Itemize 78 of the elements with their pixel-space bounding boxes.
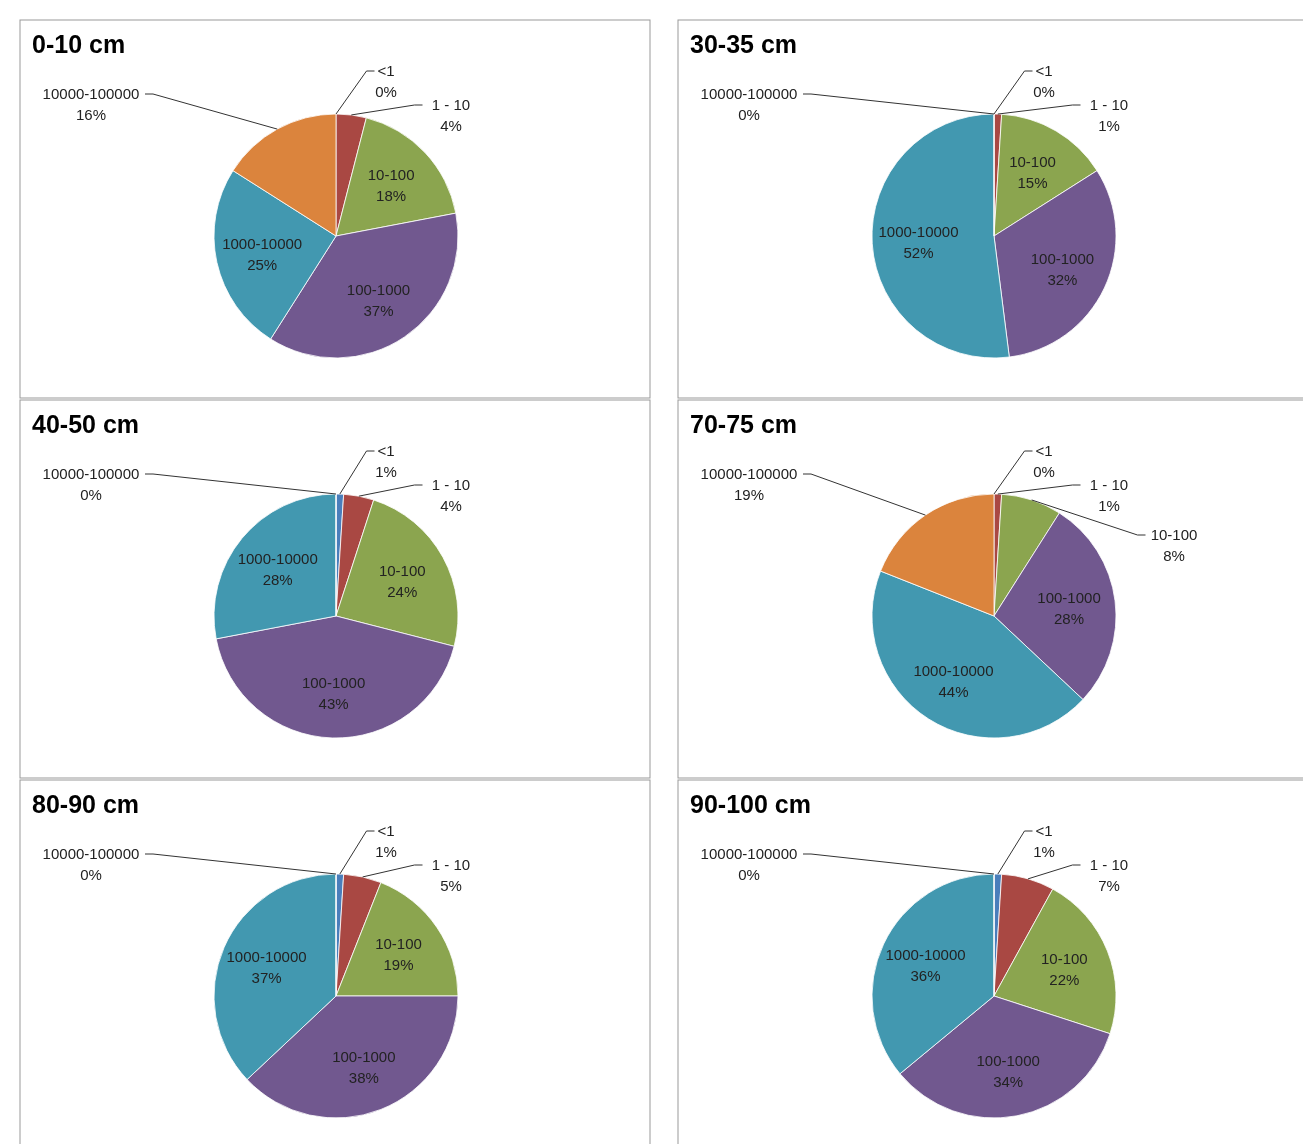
category-label: 10000-100000 (42, 845, 140, 862)
chart-title: 70-75 cm (690, 410, 798, 438)
data-label: 7% (1098, 877, 1120, 894)
chart-title: 40-50 cm (32, 410, 140, 438)
data-label: 1% (1098, 117, 1120, 134)
data-label: 19% (733, 486, 765, 503)
data-label: 43% (318, 694, 349, 712)
category-label: <1 (1035, 62, 1053, 79)
data-label: 19% (383, 956, 414, 974)
chart-title: 0-10 cm (32, 30, 126, 58)
slice-label: 1000-10000 (878, 222, 959, 240)
slice-label: 1000-10000 (226, 947, 307, 965)
slice-label: 10000-100000 (42, 85, 140, 102)
slice-label: 1 - 10 (431, 96, 471, 113)
category-label: 10000-100000 (700, 85, 798, 102)
text: 0% (80, 866, 102, 883)
slice-label: <1 (1035, 822, 1053, 839)
slice-label: 1 - 10 (431, 476, 471, 493)
data-label: 1% (375, 843, 397, 860)
text: 0% (80, 486, 102, 503)
chart-title: 90-100 cm (690, 790, 811, 818)
slice-label: 1 - 10 (431, 856, 471, 873)
data-label: 15% (1017, 173, 1048, 191)
data-label: 4% (440, 117, 462, 134)
data-label: 18% (376, 187, 407, 205)
slice-label: 1000-10000 (237, 549, 318, 567)
slice-label: 1000-10000 (913, 661, 994, 679)
data-label: 8% (1163, 547, 1185, 564)
data-label: 16% (75, 106, 107, 123)
text: 0% (738, 866, 760, 883)
slice-label: 100-1000 (332, 1048, 396, 1066)
data-label: 36% (910, 966, 941, 984)
data-label: 44% (938, 682, 969, 700)
data-label: 28% (1054, 609, 1085, 627)
slice-label: 10-100 (367, 166, 415, 184)
data-label: 25% (247, 255, 278, 273)
data-label: 5% (440, 877, 462, 894)
data-label: 28% (262, 570, 293, 588)
category-label: 10000-100000 (42, 465, 140, 482)
slice-label: 100-1000 (346, 280, 411, 298)
data-label: 32% (1047, 271, 1078, 289)
slice-label: 10-100 (375, 935, 422, 953)
text: 0% (1033, 463, 1055, 480)
text: 0% (1033, 83, 1055, 100)
slice-label: 100-1000 (301, 673, 366, 691)
data-label: 52% (903, 243, 934, 261)
slice-label: 10-100 (1150, 526, 1198, 543)
slice-label: 1000-10000 (222, 234, 303, 252)
slice-label: 1 - 10 (1089, 476, 1129, 493)
slice-label: <1 (377, 442, 395, 459)
slice-label: 10-100 (378, 561, 426, 579)
data-label: 24% (387, 582, 418, 600)
slice-label: 100-1000 (1037, 588, 1101, 606)
data-label: 37% (363, 301, 394, 319)
slice-label: 10000-100000 (700, 465, 798, 482)
data-label: 38% (348, 1069, 379, 1087)
text: 0% (738, 106, 760, 123)
data-label: 1% (1098, 497, 1120, 514)
slice-label: <1 (377, 822, 395, 839)
data-label: 37% (251, 968, 282, 986)
chart-title: 30-35 cm (690, 30, 798, 58)
text: 0% (375, 83, 397, 100)
category-label: 10000-100000 (700, 845, 798, 862)
data-label: 4% (440, 497, 462, 514)
data-label: 1% (1033, 843, 1055, 860)
category-label: <1 (1035, 442, 1053, 459)
slice-label: 10-100 (1009, 152, 1056, 170)
slice-label: 100-1000 (1030, 250, 1095, 268)
slice-label: 1000-10000 (885, 945, 966, 963)
slice-label: 1 - 10 (1089, 856, 1129, 873)
chart-title: 80-90 cm (32, 790, 140, 818)
data-label: 22% (1049, 971, 1080, 989)
slice-label: 10-100 (1040, 950, 1088, 968)
category-label: <1 (377, 62, 395, 79)
data-label: 34% (993, 1073, 1024, 1091)
slice-label: 1 - 10 (1089, 96, 1129, 113)
slice-label: 100-1000 (976, 1052, 1040, 1070)
data-label: 1% (375, 463, 397, 480)
